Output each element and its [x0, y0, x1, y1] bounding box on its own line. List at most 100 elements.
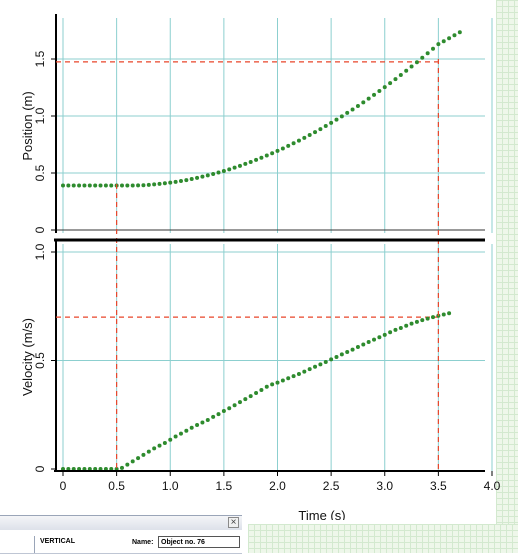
- data-point: [168, 180, 173, 185]
- data-point: [302, 369, 307, 374]
- y-tick-label: 1.0: [33, 107, 47, 124]
- data-point: [77, 183, 82, 188]
- data-point: [221, 168, 226, 173]
- data-point: [264, 384, 269, 389]
- x-tick-label: 0.5: [108, 479, 125, 493]
- data-point: [323, 360, 328, 365]
- data-point: [275, 148, 280, 153]
- x-tick-label: 1.0: [162, 479, 179, 493]
- data-point: [414, 60, 419, 65]
- data-point: [366, 340, 371, 345]
- data-point: [329, 357, 334, 362]
- data-point: [318, 362, 323, 367]
- y-tick-label: 0.5: [33, 352, 47, 369]
- panel-divider: [34, 536, 35, 554]
- y-tick-label: 0: [33, 226, 47, 233]
- data-point: [398, 325, 403, 330]
- data-point: [211, 172, 216, 177]
- data-point: [152, 182, 157, 187]
- data-point: [195, 175, 200, 180]
- data-point: [178, 431, 183, 436]
- data-point: [409, 321, 414, 326]
- data-point: [447, 311, 452, 316]
- panel-titlebar[interactable]: [0, 516, 242, 530]
- data-point: [334, 355, 339, 360]
- data-point: [157, 181, 162, 186]
- data-point: [420, 318, 425, 323]
- data-point: [436, 42, 441, 47]
- data-point: [280, 146, 285, 151]
- data-point: [393, 77, 398, 82]
- data-point: [200, 174, 205, 179]
- data-point: [200, 420, 205, 425]
- position-velocity-chart: 0 0.5 1.0 1.5 Position (m) 0 0.5 1.0 Velocity (m…: [20, 14, 500, 520]
- data-point: [270, 151, 275, 156]
- grid-paper-background: [248, 524, 518, 553]
- data-point: [280, 378, 285, 383]
- data-point: [216, 412, 221, 417]
- data-point: [431, 315, 436, 320]
- y-tick-label: 1.5: [33, 50, 47, 67]
- data-point: [286, 143, 291, 148]
- data-point: [431, 46, 436, 51]
- data-point: [82, 183, 87, 188]
- object-properties-panel: × VERTICAL Name: Object no. 76: [0, 515, 242, 554]
- data-point: [248, 159, 253, 164]
- data-point: [195, 422, 200, 427]
- data-point: [339, 114, 344, 119]
- data-point: [146, 449, 151, 454]
- x-tick-label: 0: [60, 479, 67, 493]
- data-point: [382, 85, 387, 90]
- data-point: [350, 347, 355, 352]
- name-field[interactable]: Object no. 76: [158, 536, 240, 548]
- data-point: [372, 337, 377, 342]
- data-point: [184, 428, 189, 433]
- data-point: [162, 440, 167, 445]
- data-point: [232, 403, 237, 408]
- data-point: [404, 68, 409, 73]
- data-point: [152, 446, 157, 451]
- data-point: [119, 183, 124, 188]
- data-point: [168, 437, 173, 442]
- data-point: [393, 327, 398, 332]
- close-icon[interactable]: ×: [228, 517, 239, 528]
- data-point: [237, 163, 242, 168]
- data-point: [119, 465, 124, 470]
- data-point: [98, 183, 103, 188]
- data-point: [452, 33, 457, 38]
- data-point: [125, 462, 130, 467]
- data-point: [318, 127, 323, 132]
- data-point: [189, 177, 194, 182]
- data-point: [270, 382, 275, 387]
- data-point: [66, 183, 71, 188]
- x-tick-label: 2.0: [269, 479, 286, 493]
- x-tick-label: 1.5: [216, 479, 233, 493]
- y-axis-title: Velocity (m/s): [20, 318, 35, 396]
- data-point: [447, 36, 452, 41]
- x-tick-label: 2.5: [323, 479, 340, 493]
- data-point: [136, 183, 141, 188]
- data-point: [254, 391, 259, 396]
- data-point: [355, 103, 360, 108]
- data-point: [125, 183, 130, 188]
- data-point: [254, 157, 259, 162]
- data-point: [345, 350, 350, 355]
- data-point: [313, 130, 318, 135]
- data-point: [211, 414, 216, 419]
- x-axis-title: Time (s): [298, 508, 345, 520]
- data-point: [329, 120, 334, 125]
- data-point: [388, 330, 393, 335]
- data-point: [141, 183, 146, 188]
- data-point: [216, 170, 221, 175]
- data-point: [441, 312, 446, 317]
- data-point: [146, 182, 151, 187]
- data-point: [307, 133, 312, 138]
- grid-paper-background: [496, 0, 518, 553]
- data-point: [157, 443, 162, 448]
- name-field-label: Name:: [132, 539, 154, 546]
- data-point: [71, 183, 76, 188]
- data-point: [221, 409, 226, 414]
- data-point: [103, 183, 108, 188]
- data-point: [232, 165, 237, 170]
- data-point: [227, 167, 232, 172]
